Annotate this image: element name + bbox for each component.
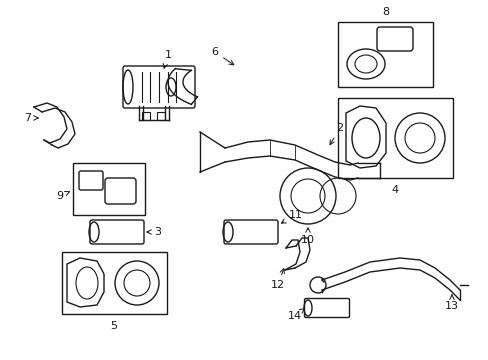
Bar	[337, 22, 432, 87]
Text: 2: 2	[329, 123, 343, 145]
Text: 8: 8	[382, 7, 389, 17]
Text: 14: 14	[287, 308, 304, 321]
Bar	[62, 252, 167, 314]
Text: 11: 11	[281, 210, 303, 223]
Text: 6: 6	[211, 47, 233, 65]
Text: 9: 9	[56, 191, 69, 201]
Text: 10: 10	[301, 228, 314, 245]
Bar	[157, 112, 164, 120]
Text: 3: 3	[146, 227, 161, 237]
Text: 5: 5	[110, 321, 117, 331]
Bar	[73, 163, 145, 215]
Text: 1: 1	[163, 50, 171, 68]
Text: 13: 13	[444, 295, 458, 311]
Text: 4: 4	[390, 185, 398, 195]
Text: 7: 7	[24, 113, 38, 123]
Text: 12: 12	[270, 269, 285, 290]
Bar	[142, 112, 150, 120]
Bar	[337, 98, 452, 178]
